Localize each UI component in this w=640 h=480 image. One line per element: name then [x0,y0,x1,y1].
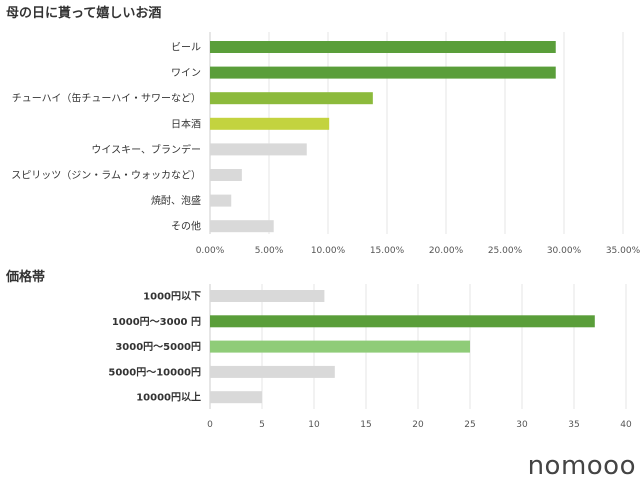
c2-bar [210,290,325,302]
c1-category-label: ワイン [171,68,201,79]
c1-xtick-label: 0.00% [196,246,225,256]
c2-xtick-label: 20 [412,420,424,430]
c1-xtick-label: 5.00% [255,246,284,256]
c1-bar [210,41,556,53]
chart1-title: 母の日に貰って嬉しいお酒 [6,5,161,21]
c1-category-label: 焼酎、泡盛 [151,194,201,207]
c2-xtick-label: 25 [464,420,475,430]
c1-xtick-label: 20.00% [429,246,464,256]
c2-category-label: 3000円～5000円 [115,341,201,353]
c2-xtick-label: 10 [308,420,320,430]
c2-bar [210,340,470,353]
c1-bar [210,169,242,181]
c2-category-label: 1000円以下 [143,291,201,303]
c1-bar [210,143,307,156]
c2-category-label: 1000円～3000 円 [112,316,201,328]
c1-bar [210,66,556,79]
c1-bar [210,220,274,233]
c1-bar [210,92,373,105]
c1-xtick-label: 35.00% [606,246,640,256]
chart2-plot: 0 5 10 15 20 25 30 35 40 1000円以下 1000円～3000 円 3000円… [108,284,632,430]
c2-xtick-label: 5 [259,420,265,430]
c1-category-label: スピリッツ（ジン・ラム・ウォッカなど） [11,170,201,182]
chart1-plot: 0.00% 5.00% 10.00% 15.00% 20.00% 25.00% 30.00%… [11,32,640,256]
c1-bar [210,117,330,130]
c1-category-label: ビール [171,42,201,54]
c1-bar [210,194,232,207]
nomooo-logo: nomooo [528,451,636,480]
c2-xtick-label: 30 [516,420,528,430]
c1-category-label: ウイスキー、ブランデー [91,143,201,156]
c1-xtick-label: 10.00% [311,246,346,256]
c2-xtick-label: 35 [568,420,579,430]
c2-category-label: 5000円～10000円 [108,366,201,378]
c2-bar [210,391,262,404]
c1-xtick-label: 30.00% [547,246,582,256]
c1-xtick-label: 15.00% [370,246,405,256]
c1-category-label: その他 [171,220,201,233]
c2-bar [210,365,335,378]
c1-category-label: 日本酒 [171,117,201,130]
c1-xtick-label: 25.00% [488,246,523,256]
c2-category-label: 10000円以上 [136,391,201,404]
c2-xtick-label: 15 [360,420,371,430]
chart2-title: 価格帯 [5,269,45,285]
c2-bar [210,315,595,328]
c2-xtick-label: 40 [620,420,632,430]
c1-category-label: チューハイ（缶チューハイ・サワーなど） [12,92,201,105]
c2-xtick-label: 0 [207,420,213,430]
